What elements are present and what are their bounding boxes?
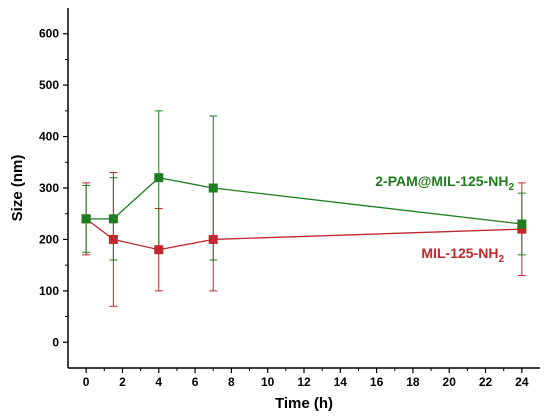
series-markers (81, 173, 527, 255)
labels: 2-PAM@MIL-125-NH2 MIL-125-NH2 (375, 173, 514, 265)
x-tick-label: 14 (334, 375, 348, 389)
data-point-2pam-mil125nh2 (208, 183, 218, 193)
series-label-2pam-mil125nh2: 2-PAM@MIL-125-NH2 (375, 173, 514, 193)
series-label-mil125nh2: MIL-125-NH2 (421, 245, 504, 265)
x-tick-label: 8 (228, 375, 235, 389)
y-tick-label: 400 (39, 130, 59, 144)
data-point-2pam-mil125nh2 (517, 219, 527, 229)
data-point-mil125nh2 (208, 234, 218, 244)
error-bars (82, 110, 526, 307)
data-point-2pam-mil125nh2 (154, 173, 164, 183)
x-tick-label: 18 (406, 375, 420, 389)
x-tick-label: 12 (297, 375, 311, 389)
x-tick-label: 16 (370, 375, 384, 389)
y-tick-label: 300 (39, 181, 59, 195)
x-tick-label: 4 (155, 375, 162, 389)
x-tick-label: 24 (515, 375, 529, 389)
x-tick-label: 2 (119, 375, 126, 389)
x-axis-title: Time (h) (275, 395, 333, 412)
y-tick-label: 200 (39, 232, 59, 246)
data-point-mil125nh2 (108, 234, 118, 244)
y-tick-label: 500 (39, 78, 59, 92)
x-tick-label: 6 (192, 375, 199, 389)
x-tick-label: 20 (443, 375, 457, 389)
x-tick-label: 10 (261, 375, 275, 389)
x-tick-label: 22 (479, 375, 493, 389)
y-tick-label: 100 (39, 284, 59, 298)
y-tick-label: 0 (52, 335, 59, 349)
data-point-mil125nh2 (154, 245, 164, 255)
y-tick-label: 600 (39, 27, 59, 41)
y-axis-title: Size (nm) (9, 155, 26, 222)
data-point-2pam-mil125nh2 (108, 214, 118, 224)
data-point-2pam-mil125nh2 (81, 214, 91, 224)
x-tick-label: 0 (83, 375, 90, 389)
data-point-mil125nh2 (517, 224, 527, 234)
